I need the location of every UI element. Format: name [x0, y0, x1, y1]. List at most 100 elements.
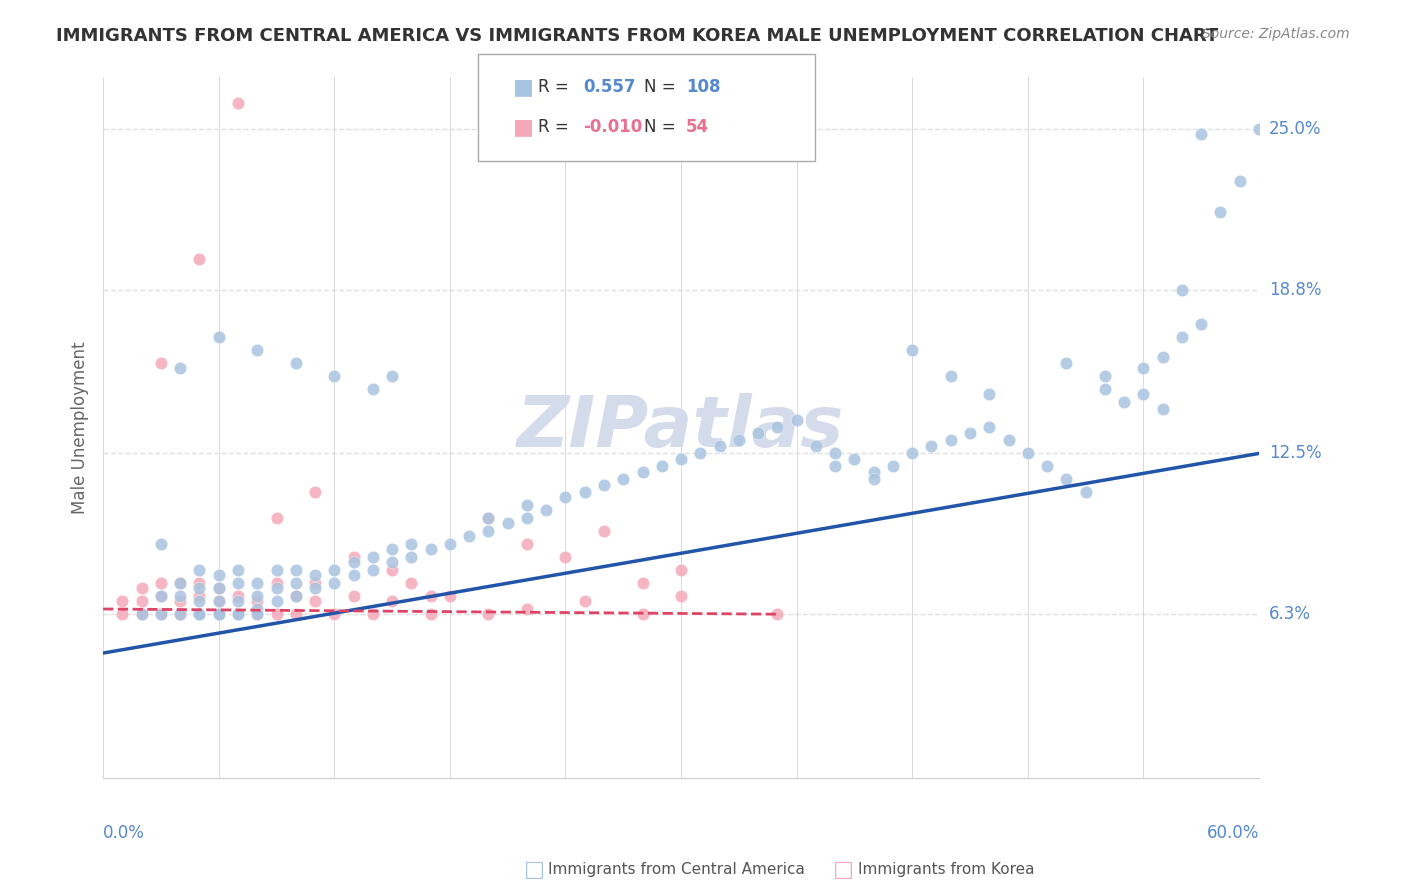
Point	[208, 607, 231, 622]
Point	[1017, 446, 1039, 460]
Point	[477, 524, 499, 539]
Point	[246, 576, 269, 591]
Point	[824, 446, 846, 460]
Point	[246, 607, 269, 622]
Point	[997, 434, 1019, 448]
Point	[284, 576, 307, 591]
Point	[516, 602, 538, 616]
Point	[304, 576, 326, 591]
Point	[188, 252, 211, 266]
Text: 108: 108	[686, 78, 721, 96]
Point	[284, 356, 307, 370]
Point	[612, 472, 634, 486]
Text: 12.5%: 12.5%	[1268, 444, 1322, 462]
Point	[169, 360, 191, 375]
Point	[323, 607, 346, 622]
Point	[1247, 122, 1270, 136]
Text: 6.3%: 6.3%	[1268, 605, 1310, 624]
Point	[208, 330, 231, 344]
Point	[266, 581, 288, 595]
Point	[1114, 394, 1136, 409]
Point	[131, 581, 153, 595]
Point	[131, 594, 153, 608]
Point	[188, 581, 211, 595]
Point	[304, 568, 326, 582]
Point	[361, 382, 384, 396]
Point	[901, 343, 924, 357]
Point	[979, 386, 1001, 401]
Point	[284, 589, 307, 603]
Point	[284, 589, 307, 603]
Point	[1152, 351, 1174, 365]
Point	[419, 607, 441, 622]
Point	[266, 511, 288, 525]
Point	[516, 511, 538, 525]
Point	[149, 589, 172, 603]
Text: IMMIGRANTS FROM CENTRAL AMERICA VS IMMIGRANTS FROM KOREA MALE UNEMPLOYMENT CORRE: IMMIGRANTS FROM CENTRAL AMERICA VS IMMIG…	[56, 27, 1219, 45]
Point	[169, 607, 191, 622]
Point	[381, 563, 404, 577]
Point	[226, 563, 249, 577]
Point	[304, 594, 326, 608]
Point	[342, 555, 364, 569]
Point	[496, 516, 519, 531]
Point	[631, 576, 654, 591]
Text: N =: N =	[644, 118, 675, 136]
Point	[554, 550, 576, 565]
Point	[728, 434, 751, 448]
Point	[266, 594, 288, 608]
Point	[1189, 317, 1212, 331]
Point	[342, 589, 364, 603]
Point	[266, 563, 288, 577]
Point	[593, 477, 616, 491]
Point	[1171, 283, 1194, 297]
Point	[709, 439, 731, 453]
Point	[246, 343, 269, 357]
Text: N =: N =	[644, 78, 675, 96]
Point	[381, 594, 404, 608]
Point	[208, 607, 231, 622]
Point	[1094, 368, 1116, 383]
Point	[689, 446, 711, 460]
Point	[439, 537, 461, 551]
Text: 54: 54	[686, 118, 709, 136]
Text: Immigrants from Central America: Immigrants from Central America	[548, 863, 806, 877]
Point	[284, 563, 307, 577]
Point	[458, 529, 481, 543]
Point	[1074, 485, 1097, 500]
Point	[188, 607, 211, 622]
Point	[669, 589, 692, 603]
Point	[226, 589, 249, 603]
Point	[188, 594, 211, 608]
Point	[246, 589, 269, 603]
Point	[323, 576, 346, 591]
Text: 0.557: 0.557	[583, 78, 636, 96]
Point	[516, 498, 538, 512]
Point	[882, 459, 904, 474]
Point	[188, 589, 211, 603]
Point	[342, 550, 364, 565]
Point	[593, 524, 616, 539]
Point	[554, 491, 576, 505]
Text: R =: R =	[538, 118, 569, 136]
Point	[188, 607, 211, 622]
Point	[131, 607, 153, 622]
Point	[266, 576, 288, 591]
Point	[323, 368, 346, 383]
Point	[169, 576, 191, 591]
Point	[959, 425, 981, 440]
Text: □: □	[524, 860, 544, 880]
Text: Source: ZipAtlas.com: Source: ZipAtlas.com	[1202, 27, 1350, 41]
Text: 60.0%: 60.0%	[1206, 824, 1258, 842]
Point	[669, 451, 692, 466]
Point	[111, 607, 134, 622]
Point	[226, 607, 249, 622]
Point	[824, 459, 846, 474]
Point	[208, 594, 231, 608]
Point	[361, 563, 384, 577]
Point	[1152, 402, 1174, 417]
Point	[477, 511, 499, 525]
Text: 0.0%: 0.0%	[103, 824, 145, 842]
Point	[266, 607, 288, 622]
Point	[574, 485, 596, 500]
